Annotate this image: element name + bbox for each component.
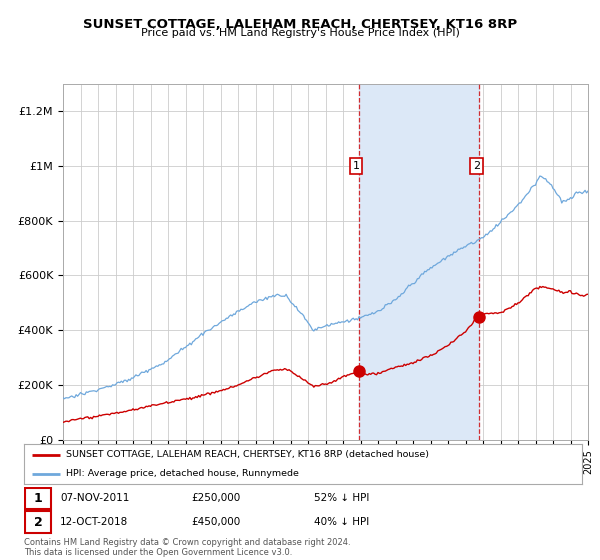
Text: SUNSET COTTAGE, LALEHAM REACH, CHERTSEY, KT16 8RP: SUNSET COTTAGE, LALEHAM REACH, CHERTSEY,…	[83, 18, 517, 31]
FancyBboxPatch shape	[25, 511, 52, 533]
Text: £250,000: £250,000	[191, 493, 241, 503]
Text: 1: 1	[353, 161, 359, 171]
Text: Contains HM Land Registry data © Crown copyright and database right 2024.
This d: Contains HM Land Registry data © Crown c…	[24, 538, 350, 557]
Bar	[359, 84, 479, 440]
Text: 40% ↓ HPI: 40% ↓ HPI	[314, 517, 370, 527]
Text: 07-NOV-2011: 07-NOV-2011	[60, 493, 130, 503]
Text: HPI: Average price, detached house, Runnymede: HPI: Average price, detached house, Runn…	[66, 469, 299, 478]
Text: £450,000: £450,000	[191, 517, 241, 527]
Text: 12-OCT-2018: 12-OCT-2018	[60, 517, 128, 527]
Text: 2: 2	[473, 161, 480, 171]
Text: 52% ↓ HPI: 52% ↓ HPI	[314, 493, 370, 503]
Text: Price paid vs. HM Land Registry's House Price Index (HPI): Price paid vs. HM Land Registry's House …	[140, 28, 460, 38]
Text: SUNSET COTTAGE, LALEHAM REACH, CHERTSEY, KT16 8RP (detached house): SUNSET COTTAGE, LALEHAM REACH, CHERTSEY,…	[66, 450, 429, 459]
Text: 2: 2	[34, 516, 43, 529]
FancyBboxPatch shape	[25, 488, 52, 509]
Text: 1: 1	[34, 492, 43, 505]
